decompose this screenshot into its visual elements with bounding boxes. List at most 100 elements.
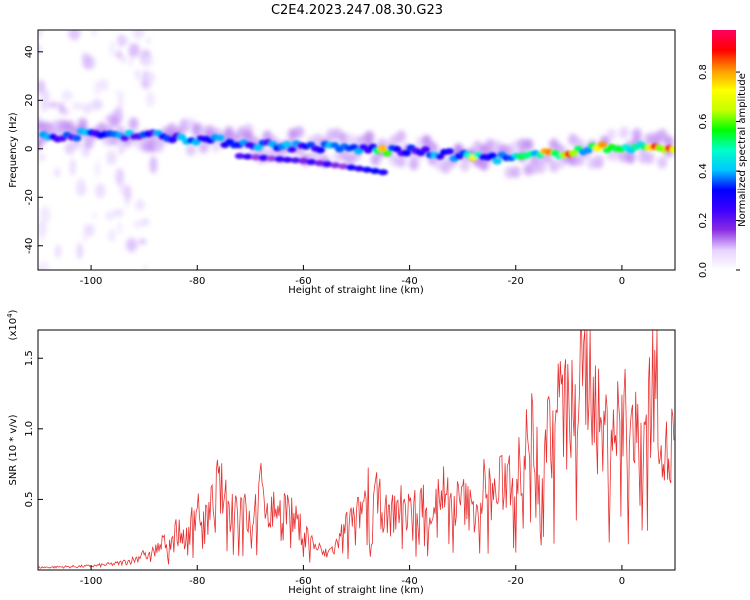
- heatmap-cell: [38, 221, 47, 237]
- heatmap-cell: [574, 154, 585, 167]
- heatmap-cell: [116, 50, 122, 59]
- heatmap-cell: [258, 154, 269, 161]
- heatmap-cell: [134, 69, 142, 81]
- y-tick-label: 1.0: [24, 421, 35, 437]
- heatmap-cell: [382, 149, 392, 157]
- heatmap-cell: [177, 134, 187, 141]
- heatmap-cell: [282, 141, 292, 148]
- heatmap-cell: [427, 142, 438, 155]
- heatmap-cell: [76, 180, 83, 195]
- spectrogram-y-axis: -40 -20 0 20 40: [24, 45, 43, 254]
- x-tick-label: -100: [80, 276, 103, 287]
- heatmap-cell: [253, 144, 263, 151]
- heatmap-haze: [38, 30, 674, 270]
- heatmap-cell: [91, 99, 103, 111]
- heatmap-cell: [61, 89, 73, 101]
- spectrogram-x-axis-label: Height of straight line (km): [288, 285, 424, 296]
- heatmap-cell: [346, 164, 357, 171]
- heatmap-cell: [38, 153, 46, 162]
- heatmap-cell: [631, 128, 642, 141]
- x-tick-label: -40: [401, 276, 417, 287]
- x-tick-label: -20: [508, 576, 524, 587]
- heatmap-cell: [82, 102, 93, 114]
- heatmap-cell: [54, 244, 62, 259]
- heatmap-cell: [38, 30, 43, 39]
- heatmap-cell: [58, 102, 65, 114]
- heatmap-cell: [536, 161, 547, 174]
- heatmap-cell: [128, 117, 139, 130]
- heatmap-cell: [234, 153, 245, 160]
- heatmap-cell: [322, 161, 333, 168]
- colorbar: 0.0 0.2 0.4 0.6 0.8 Normalized spectral ampl…: [698, 30, 748, 278]
- heatmap-cell: [315, 146, 325, 154]
- heatmap-cell: [85, 224, 95, 237]
- heatmap-cell: [105, 211, 114, 221]
- heatmap-cell: [124, 185, 132, 203]
- x-tick-label: 0: [619, 276, 625, 287]
- heatmap-cell: [115, 90, 125, 98]
- x-tick-label: -60: [295, 576, 311, 587]
- heatmap-cell: [211, 140, 222, 153]
- heatmap-cell: [314, 160, 325, 167]
- heatmap-cell: [185, 144, 196, 157]
- heatmap-cell: [71, 102, 83, 110]
- heatmap-cell: [298, 157, 309, 164]
- heatmap-cell: [115, 168, 125, 186]
- x-tick-label: -20: [508, 276, 524, 287]
- heatmap-cell: [669, 146, 675, 153]
- heatmap-cell: [146, 37, 152, 45]
- snr-series-line: [38, 330, 675, 569]
- spectrogram-frame: [37, 29, 676, 271]
- heatmap-cell: [338, 163, 349, 170]
- heatmap-cell: [69, 158, 76, 176]
- heatmap-cell: [120, 134, 130, 141]
- heatmap-cell: [91, 212, 97, 219]
- heatmap-cell: [80, 147, 86, 155]
- heatmap-cell: [266, 155, 277, 162]
- heatmap-cell: [492, 157, 502, 165]
- colorbar-gradient: [712, 30, 736, 270]
- heatmap-cell: [378, 169, 389, 176]
- heatmap-cell: [128, 43, 140, 58]
- x-tick-label: -100: [80, 576, 103, 587]
- heatmap-cell: [82, 54, 93, 70]
- colorbar-ticks: 0.0 0.2 0.4 0.6 0.8: [698, 64, 740, 278]
- heatmap-cell: [215, 134, 225, 142]
- heatmap-cell: [459, 159, 470, 172]
- colorbar-tick-label: 0.0: [698, 262, 709, 278]
- snr-y-axis: 0.5 1.0 1.5: [24, 350, 43, 507]
- spectrogram-x-axis: -100 -80 -60 -40 -20 0: [80, 265, 625, 287]
- x-tick-label: -60: [295, 276, 311, 287]
- heatmap-cell: [91, 30, 97, 37]
- heatmap-cell: [478, 158, 489, 171]
- y-tick-label: 1.5: [24, 350, 35, 366]
- chart-title: C2E4.2023.247.08.30.G23: [271, 3, 443, 18]
- y-tick-label: 40: [24, 45, 35, 58]
- heatmap-cell: [68, 30, 81, 41]
- heatmap-cell: [625, 151, 636, 164]
- heatmap-cell: [370, 168, 381, 175]
- heatmap-cell: [126, 238, 138, 251]
- heatmap-cell: [378, 145, 388, 152]
- heatmap-cell: [142, 56, 154, 66]
- x-tick-label: 0: [619, 576, 625, 587]
- colorbar-tick-label: 0.2: [698, 213, 709, 229]
- heatmap-cell: [330, 162, 341, 169]
- heatmap-cell: [93, 80, 101, 96]
- y-tick-label: -40: [24, 238, 35, 254]
- y-tick-label: 0.5: [24, 491, 35, 507]
- heatmap-cell: [143, 264, 149, 270]
- x-tick-label: -40: [401, 576, 417, 587]
- x-tick-label: -80: [189, 576, 205, 587]
- heatmap-cell: [72, 135, 82, 142]
- y-tick-label: -20: [24, 189, 35, 205]
- heatmap-cell: [39, 205, 51, 224]
- colorbar-tick-label: 0.4: [698, 163, 709, 179]
- heatmap-cell: [306, 159, 317, 165]
- heatmap-cell: [41, 90, 51, 102]
- heatmap-cell: [77, 117, 88, 130]
- colorbar-tick-label: 0.8: [698, 64, 709, 80]
- heatmap-cell: [657, 156, 668, 169]
- heatmap-cell: [106, 150, 117, 166]
